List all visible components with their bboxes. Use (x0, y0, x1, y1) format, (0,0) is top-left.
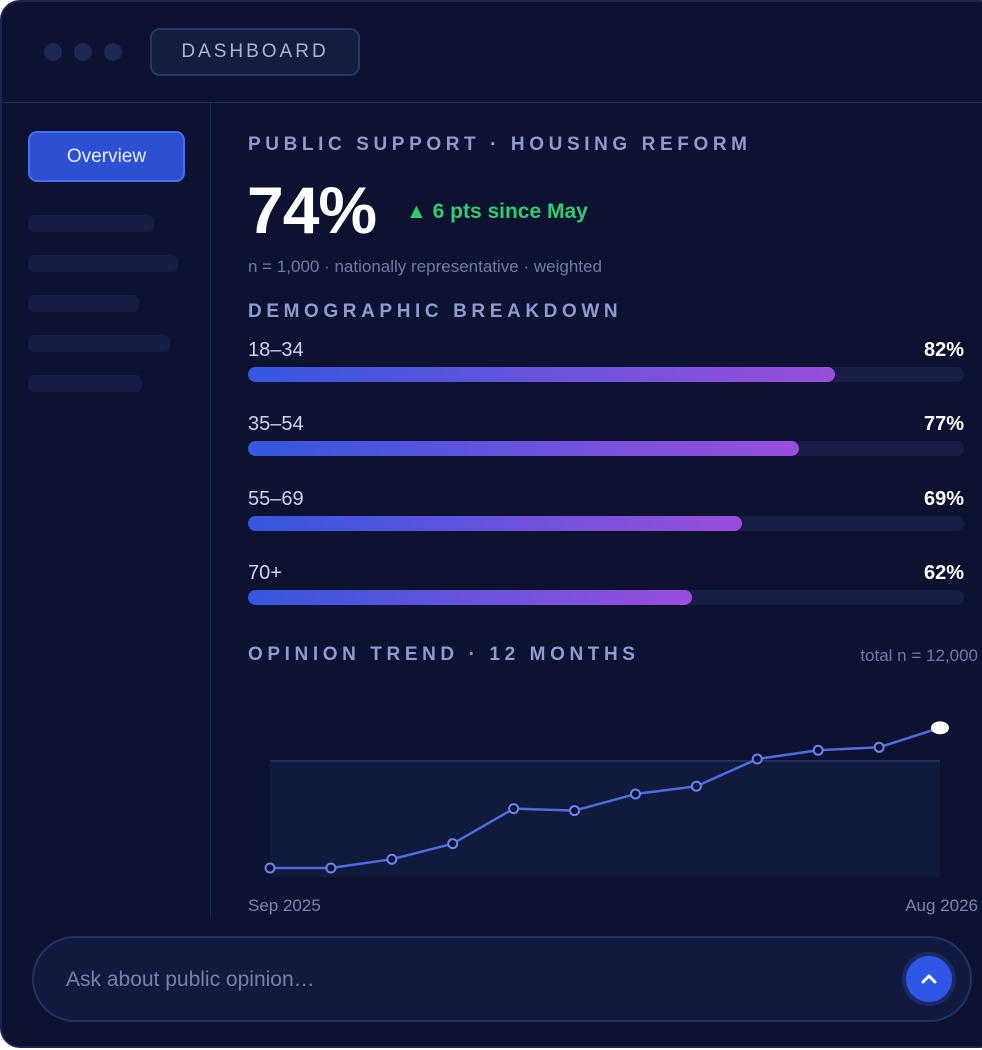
support-section-label: PUBLIC SUPPORT · HOUSING REFORM (248, 134, 752, 155)
breakdown-bar-track (248, 516, 964, 531)
breakdown-row-value: 82% (923, 339, 964, 361)
breakdown-row-label: 18–34 (248, 339, 304, 361)
breakdown-bar-track (248, 441, 964, 456)
breakdown-bar-fill (248, 590, 692, 605)
trend-data-point (629, 788, 641, 800)
breakdown-row: 70+ 62% (248, 562, 964, 612)
tab-dashboard[interactable]: DASHBOARD (150, 28, 360, 76)
window-close-dot[interactable] (44, 43, 62, 61)
trend-data-point (325, 862, 337, 874)
trend-data-point (386, 853, 398, 865)
trend-data-point (751, 753, 763, 765)
sample-note: n = 1,000 · nationally representative · … (248, 257, 602, 276)
window-maximize-dot[interactable] (104, 43, 122, 61)
chat-input[interactable] (64, 960, 888, 1000)
trend-data-point (812, 744, 824, 756)
sidebar: Overview (2, 102, 211, 917)
breakdown-row: 18–34 82% (248, 339, 964, 389)
breakdown-bar-track (248, 367, 964, 382)
breakdown-row-value: 77% (923, 413, 964, 435)
sidebar-placeholder-item (28, 375, 142, 392)
trend-data-point (873, 741, 885, 753)
send-button[interactable] (906, 956, 952, 1002)
trend-latest-point (931, 721, 949, 735)
breakdown-row-value: 62% (923, 562, 964, 584)
trend-area-band (270, 760, 940, 877)
breakdown-row: 35–54 77% (248, 413, 964, 463)
sidebar-placeholder-item (28, 215, 154, 232)
trend-data-point (508, 803, 520, 815)
breakdown-bar-fill (248, 441, 800, 456)
trend-data-point (569, 805, 581, 817)
breakdown-row: 55–69 69% (248, 488, 964, 538)
trend-total-note: total n = 12,000 (860, 646, 978, 665)
breakdown-bar-fill (248, 516, 743, 531)
support-delta-badge: ▲ 6 pts since May (406, 200, 588, 223)
sidebar-placeholder-item (28, 295, 139, 312)
support-percentage: 74% (247, 173, 377, 247)
chat-bar (32, 936, 972, 1022)
trend-section-label: OPINION TREND · 12 MONTHS (248, 644, 640, 665)
breakdown-bar-track (248, 590, 964, 605)
sidebar-placeholder-item (28, 335, 170, 352)
trend-data-point (264, 862, 276, 874)
title-bar: DASHBOARD (2, 2, 982, 103)
breakdown-bar-fill (248, 367, 836, 382)
breakdown-section-label: DEMOGRAPHIC BREAKDOWN (248, 301, 623, 322)
window-minimize-dot[interactable] (74, 43, 92, 61)
sidebar-placeholder-item (28, 255, 178, 272)
sidebar-item-overview[interactable]: Overview (28, 131, 185, 182)
opinion-trend-chart (264, 721, 949, 877)
breakdown-row-label: 70+ (248, 562, 282, 584)
breakdown-row-value: 69% (923, 488, 964, 510)
trend-data-point (447, 838, 459, 850)
chevron-up-icon (921, 974, 937, 984)
trend-series-line (270, 726, 941, 870)
trend-data-point (690, 780, 702, 792)
x-axis-start-label: Sep 2025 (248, 896, 321, 915)
x-axis-end-label: Aug 2026 (905, 896, 978, 915)
breakdown-row-label: 35–54 (248, 413, 304, 435)
breakdown-row-label: 55–69 (248, 488, 304, 510)
